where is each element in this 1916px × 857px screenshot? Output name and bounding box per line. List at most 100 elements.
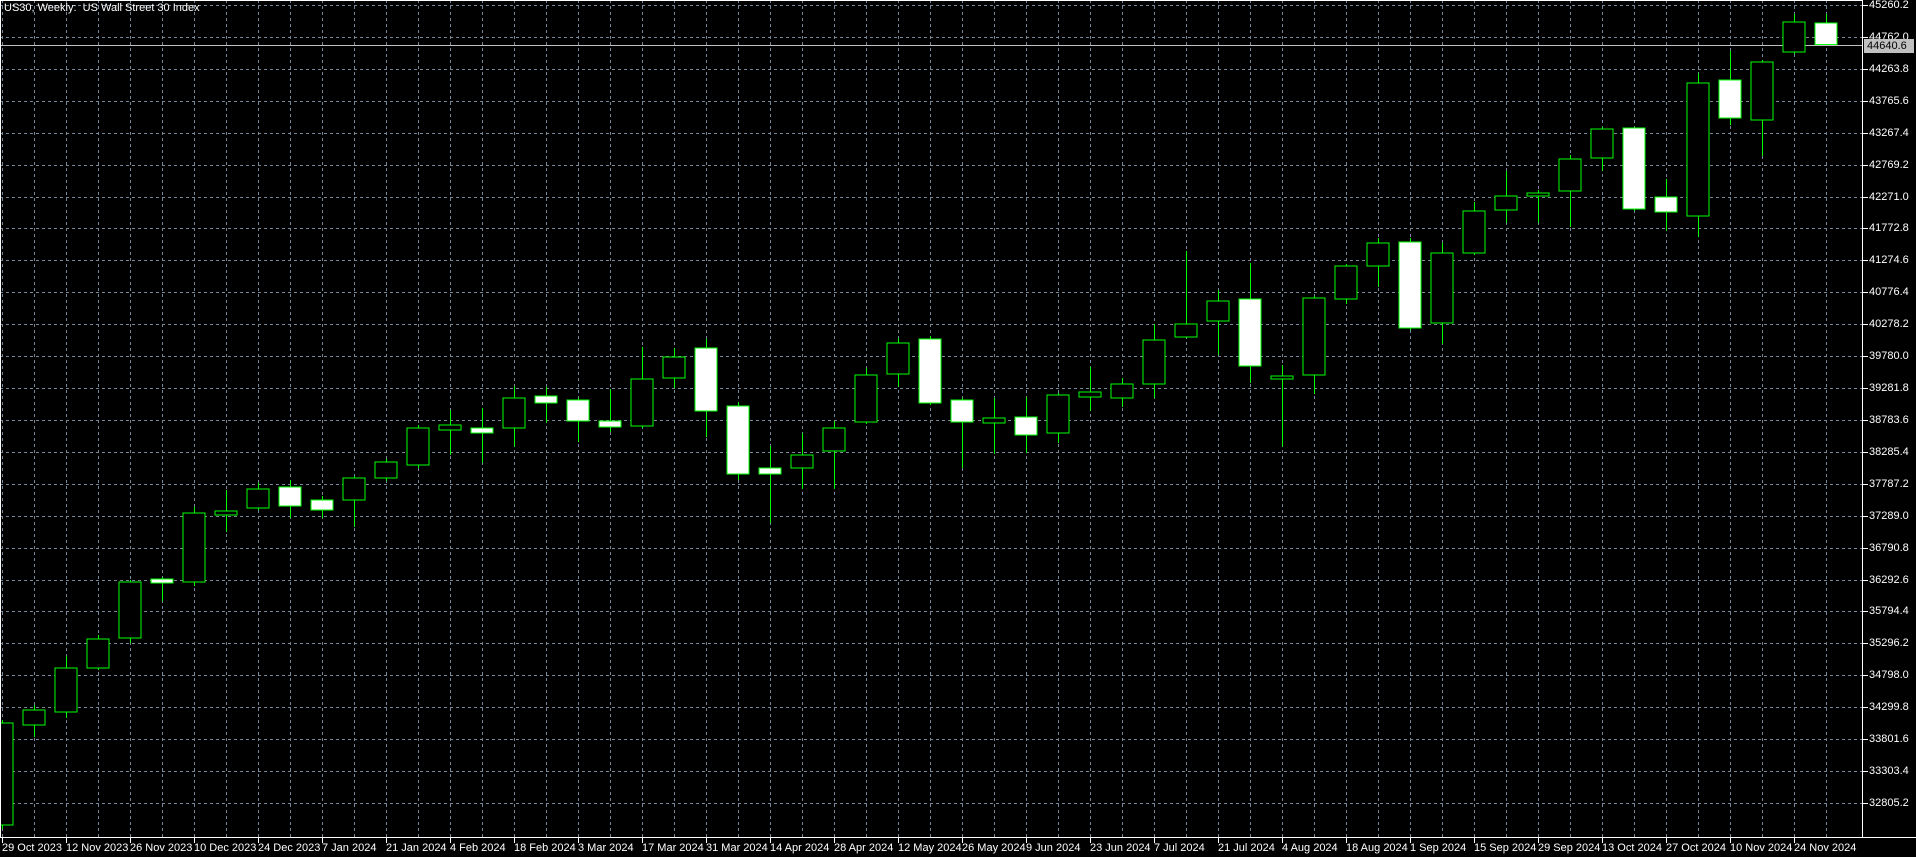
- candle: [598, 389, 622, 432]
- candle: [662, 348, 686, 388]
- bear-candle-body: [1238, 298, 1262, 367]
- price-axis-label: 41772.8: [1869, 222, 1909, 234]
- bear-candle-body: [310, 499, 334, 511]
- bear-candle-body: [1622, 127, 1646, 210]
- price-axis-label: 32805.2: [1869, 797, 1909, 809]
- bull-candle-body: [1078, 391, 1102, 398]
- price-axis-label: 44263.8: [1869, 63, 1909, 75]
- bull-candle-body: [1782, 21, 1806, 53]
- candle: [1558, 155, 1582, 227]
- candle: [310, 496, 334, 518]
- date-axis-label: 17 Mar 2024: [642, 842, 704, 854]
- date-axis-label: 7 Jul 2024: [1154, 842, 1205, 854]
- candle: [22, 705, 46, 737]
- candle: [54, 656, 78, 718]
- date-axis-label: 31 Mar 2024: [706, 842, 768, 854]
- chart-title: US30, Weekly: US Wall Street 30 Index: [4, 2, 200, 14]
- candle: [86, 635, 110, 670]
- candle: [982, 398, 1006, 454]
- candle: [406, 425, 430, 468]
- candle: [566, 398, 590, 442]
- candle: [1590, 127, 1614, 171]
- date-axis-label: 15 Sep 2024: [1474, 842, 1537, 854]
- candle: [1494, 171, 1518, 223]
- candle: [278, 480, 302, 518]
- bull-candle-body: [1750, 61, 1774, 121]
- bull-candle-body: [86, 638, 110, 669]
- candle: [502, 386, 526, 447]
- price-axis-label: 45260.2: [1869, 0, 1909, 11]
- bull-candle-body: [854, 374, 878, 423]
- price-axis-label: 38783.6: [1869, 414, 1909, 426]
- bull-candle-body: [1142, 339, 1166, 385]
- price-axis-label: 43765.6: [1869, 95, 1909, 107]
- price-axis-label: 33303.4: [1869, 765, 1909, 777]
- bear-candle-body: [918, 338, 942, 404]
- candle: [534, 387, 558, 423]
- candle: [1366, 238, 1390, 287]
- candle: [1430, 243, 1454, 344]
- bear-candle-body: [534, 395, 558, 404]
- candle: [1046, 393, 1070, 443]
- bear-candle-body: [598, 420, 622, 428]
- candle: [214, 490, 238, 532]
- date-axis-label: 29 Sep 2024: [1538, 842, 1601, 854]
- bull-candle-body: [54, 667, 78, 713]
- candle: [1110, 378, 1134, 407]
- bear-candle-body: [566, 399, 590, 422]
- candle: [1622, 127, 1646, 211]
- price-axis-label: 41274.6: [1869, 254, 1909, 266]
- price-axis-label: 42271.0: [1869, 191, 1909, 203]
- date-axis-label: 18 Aug 2024: [1346, 842, 1408, 854]
- date-axis-label: 10 Dec 2023: [194, 842, 257, 854]
- bull-candle-body: [886, 342, 910, 375]
- candle: [1462, 202, 1486, 255]
- price-axis-label: 36292.6: [1869, 574, 1909, 586]
- price-axis-label: 39780.0: [1869, 350, 1909, 362]
- price-axis-label: 34798.0: [1869, 669, 1909, 681]
- price-axis[interactable]: 45260.2 44762.0 44263.8 43765.6 43267.4 42769…: [1862, 0, 1916, 838]
- candle: [1014, 397, 1038, 453]
- candle: [118, 580, 142, 643]
- bull-candle-body: [1526, 192, 1550, 197]
- bull-candle-body: [1174, 323, 1198, 338]
- candle: [950, 398, 974, 468]
- price-axis-label: 39281.8: [1869, 382, 1909, 394]
- bull-candle-body: [630, 378, 654, 427]
- bear-candle-body: [1718, 79, 1742, 119]
- bull-candle-body: [502, 397, 526, 429]
- bull-candle-body: [1558, 158, 1582, 192]
- price-axis-label: 40278.2: [1869, 318, 1909, 330]
- candle: [1750, 60, 1774, 156]
- candle: [1654, 179, 1678, 231]
- bull-candle-body: [214, 510, 238, 516]
- candle: [758, 446, 782, 523]
- date-axis[interactable]: 29 Oct 2023 12 Nov 2023 26 Nov 2023 10 Dec …: [0, 838, 1916, 857]
- bear-candle-body: [150, 578, 174, 584]
- candle: [1398, 238, 1422, 330]
- date-axis-label: 14 Apr 2024: [770, 842, 830, 854]
- date-axis-label: 26 Nov 2023: [130, 842, 193, 854]
- candle: [822, 421, 846, 489]
- candle: [1142, 324, 1166, 398]
- price-axis-label: 34299.8: [1869, 701, 1909, 713]
- candle: [182, 507, 206, 586]
- candle: [854, 368, 878, 424]
- bull-candle-body: [406, 427, 430, 466]
- bull-candle-body: [438, 424, 462, 431]
- candle: [1814, 14, 1838, 46]
- bull-candle-body: [1686, 82, 1710, 217]
- bull-candle-body: [790, 454, 814, 469]
- candle: [470, 408, 494, 463]
- price-axis-label: 37289.0: [1869, 510, 1909, 522]
- candle: [1238, 263, 1262, 383]
- date-axis-label: 3 Mar 2024: [578, 842, 634, 854]
- price-axis-label: 42769.2: [1869, 159, 1909, 171]
- candle: [246, 483, 270, 510]
- date-axis-label: 21 Jan 2024: [386, 842, 447, 854]
- bull-candle-body: [246, 488, 270, 509]
- bull-candle-body: [22, 709, 46, 726]
- candle: [0, 720, 14, 829]
